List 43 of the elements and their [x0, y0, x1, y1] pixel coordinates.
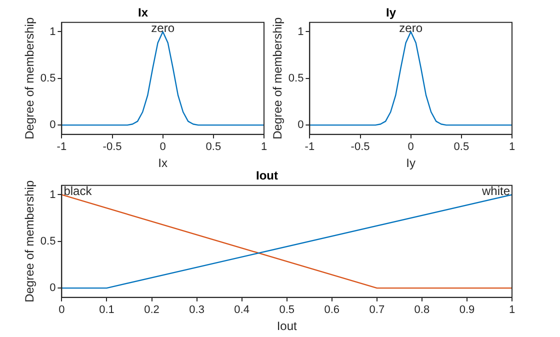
x-tick-label: -1: [304, 141, 315, 154]
y-tick-label: 0: [50, 282, 56, 294]
y-axis-title: Degree of membership: [22, 17, 37, 140]
x-tick-label: 0: [160, 141, 166, 154]
x-tick-label: 0.4: [234, 304, 250, 316]
x-tick-label: 1: [508, 304, 516, 316]
x-tick-label: 0.1: [99, 304, 114, 316]
series-label: zero: [151, 21, 175, 36]
y-tick-label: 0.5: [40, 235, 56, 248]
x-axis-title: Iout: [276, 319, 298, 334]
x-axis-title: Iy: [406, 156, 416, 170]
series-label: white: [480, 184, 510, 198]
y-tick-label: 0: [298, 119, 304, 132]
x-tick-label: -0.5: [350, 141, 370, 154]
x-tick-label: -0.5: [102, 141, 122, 154]
y-axis-title: Degree of membership: [22, 180, 37, 302]
x-tick-label: -1: [56, 141, 67, 154]
series-label: zero: [399, 21, 423, 36]
x-axis-title: Ix: [158, 156, 168, 170]
chart-title: Ix: [138, 6, 148, 20]
y-tick-label: 0: [50, 119, 56, 132]
x-tick-label: 0.5: [206, 141, 222, 154]
y-axis-title: Degree of membership: [270, 17, 285, 140]
y-tick-label: 0.5: [288, 72, 304, 84]
x-tick-label: 1: [508, 141, 516, 154]
x-tick-label: 0.3: [189, 304, 204, 316]
x-tick-label: 1: [260, 141, 268, 154]
chart-title: Iout: [256, 168, 278, 183]
x-tick-label: 0.8: [414, 304, 430, 316]
x-tick-label: 0.6: [324, 304, 340, 316]
x-tick-label: 0: [408, 141, 414, 154]
y-tick-label: 1: [298, 26, 304, 38]
x-tick-label: 0.9: [459, 304, 475, 316]
y-tick-label: 1: [50, 188, 56, 201]
x-tick-label: 0.2: [144, 304, 160, 316]
chart-title: Iy: [386, 6, 396, 20]
y-tick-label: 0.5: [40, 72, 56, 84]
x-tick-label: 0.5: [454, 141, 470, 154]
y-tick-label: 1: [50, 26, 56, 38]
x-tick-label: 0: [58, 304, 65, 316]
series-label: black: [64, 184, 93, 198]
x-tick-label: 0.5: [279, 304, 294, 316]
x-tick-label: 0.7: [369, 304, 385, 316]
